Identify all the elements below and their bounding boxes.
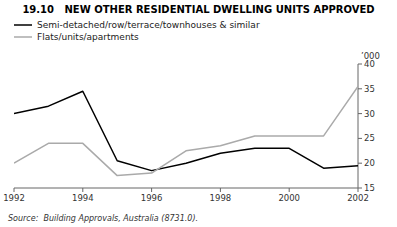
x-tick <box>82 188 83 192</box>
y-tick <box>358 163 362 164</box>
legend-label: Flats/units/apartments <box>37 32 139 42</box>
legend: Semi-detached/row/terrace/townhouses & s… <box>14 20 260 42</box>
y-tick <box>358 113 362 114</box>
legend-swatch <box>14 36 32 38</box>
plot-area <box>14 86 358 175</box>
series-line <box>14 91 358 170</box>
y-tick <box>358 188 362 189</box>
y-axis <box>358 64 359 188</box>
x-tick-label: 2002 <box>347 193 369 203</box>
y-tick-label: 25 <box>364 133 375 143</box>
y-tick-label: 20 <box>364 158 375 168</box>
x-tick-label: 2000 <box>278 193 300 203</box>
x-tick <box>151 188 152 192</box>
x-tick <box>220 188 221 192</box>
series-line <box>14 86 358 175</box>
x-tick <box>358 188 359 192</box>
legend-swatch <box>14 24 32 26</box>
x-tick <box>289 188 290 192</box>
x-tick-label: 1998 <box>210 193 232 203</box>
x-tick-label: 1996 <box>141 193 163 203</box>
y-tick-label: 15 <box>364 183 375 193</box>
x-axis <box>14 188 358 189</box>
y-tick <box>358 138 362 139</box>
title: 19.10 NEW OTHER RESIDENTIAL DWELLING UNI… <box>22 4 374 15</box>
y-tick <box>358 64 362 65</box>
x-tick-label: 1992 <box>3 193 25 203</box>
source: Source: Building Approvals, Australia (8… <box>8 214 198 223</box>
y-tick <box>358 88 362 89</box>
legend-label: Semi-detached/row/terrace/townhouses & s… <box>37 20 260 30</box>
chart: 19.10 NEW OTHER RESIDENTIAL DWELLING UNI… <box>0 0 397 227</box>
y-tick-label: 35 <box>364 84 375 94</box>
x-tick <box>14 188 15 192</box>
x-tick-label: 1994 <box>72 193 94 203</box>
y-tick-label: 40 <box>364 59 375 69</box>
y-tick-label: 30 <box>364 109 375 119</box>
